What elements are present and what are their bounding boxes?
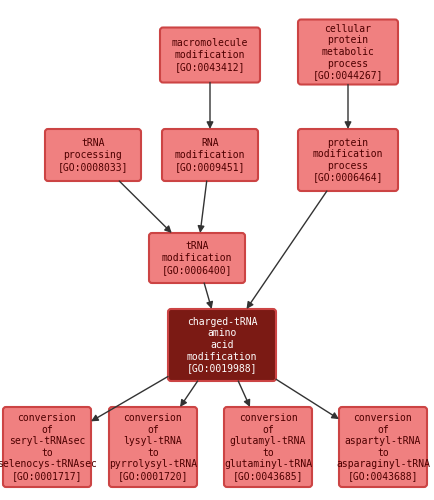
FancyBboxPatch shape [162,129,258,181]
FancyBboxPatch shape [109,407,197,487]
Text: macromolecule
modification
[GO:0043412]: macromolecule modification [GO:0043412] [172,38,248,72]
Text: charged-tRNA
amino
acid
modification
[GO:0019988]: charged-tRNA amino acid modification [GO… [187,317,257,373]
Text: tRNA
processing
[GO:0008033]: tRNA processing [GO:0008033] [58,138,128,172]
FancyBboxPatch shape [298,129,398,191]
FancyBboxPatch shape [3,407,91,487]
Text: tRNA
modification
[GO:0006400]: tRNA modification [GO:0006400] [162,242,232,274]
Text: protein
modification
process
[GO:0006464]: protein modification process [GO:0006464… [313,138,383,182]
Text: RNA
modification
[GO:0009451]: RNA modification [GO:0009451] [175,138,245,172]
Text: cellular
protein
metabolic
process
[GO:0044267]: cellular protein metabolic process [GO:0… [313,24,383,80]
Text: conversion
of
glutamyl-tRNA
to
glutaminyl-tRNA
[GO:0043685]: conversion of glutamyl-tRNA to glutaminy… [224,413,312,481]
Text: conversion
of
seryl-tRNAsec
to
selenocys-tRNAsec
[GO:0001717]: conversion of seryl-tRNAsec to selenocys… [0,413,97,481]
FancyBboxPatch shape [224,407,312,487]
FancyBboxPatch shape [339,407,427,487]
FancyBboxPatch shape [149,233,245,283]
FancyBboxPatch shape [168,309,276,381]
Text: conversion
of
aspartyl-tRNA
to
asparaginyl-tRNA
[GO:0043688]: conversion of aspartyl-tRNA to asparagin… [336,413,430,481]
Text: conversion
of
lysyl-tRNA
to
pyrrolysyl-tRNA
[GO:0001720]: conversion of lysyl-tRNA to pyrrolysyl-t… [109,413,197,481]
FancyBboxPatch shape [298,20,398,84]
FancyBboxPatch shape [45,129,141,181]
FancyBboxPatch shape [160,28,260,82]
